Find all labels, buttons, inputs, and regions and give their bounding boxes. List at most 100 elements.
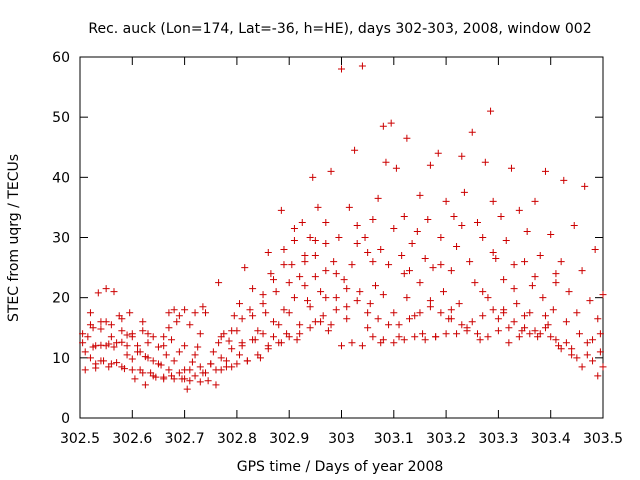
data-point <box>390 224 398 232</box>
data-point <box>181 342 189 350</box>
data-point <box>290 294 298 302</box>
x-axis-label: GPS time / Days of year 2008 <box>237 459 444 475</box>
data-point <box>126 309 134 317</box>
data-point <box>379 291 387 299</box>
data-point <box>317 288 325 296</box>
data-point <box>442 330 450 338</box>
data-point <box>552 270 560 278</box>
y-tick-label: 20 <box>52 291 70 307</box>
data-point <box>285 333 293 341</box>
data-point <box>217 354 225 362</box>
data-point <box>162 351 170 359</box>
data-point <box>160 373 168 381</box>
data-point <box>351 146 359 154</box>
data-point <box>272 288 280 296</box>
data-point <box>358 62 366 70</box>
data-point <box>154 343 162 351</box>
data-point <box>500 309 508 317</box>
data-point <box>196 378 204 386</box>
data-point <box>369 215 377 223</box>
data-point <box>314 203 322 211</box>
data-point <box>222 357 230 365</box>
data-point <box>335 234 343 241</box>
data-point <box>426 161 434 169</box>
data-point <box>288 261 296 269</box>
data-point <box>107 360 115 368</box>
data-point <box>181 375 189 383</box>
data-point <box>81 348 89 356</box>
data-point <box>594 372 602 380</box>
data-point <box>507 164 515 172</box>
data-point <box>599 363 607 371</box>
data-point <box>267 270 275 278</box>
data-point <box>118 315 126 323</box>
data-point <box>290 237 298 245</box>
data-point <box>94 289 102 297</box>
data-point <box>343 285 351 293</box>
data-point <box>327 167 335 175</box>
data-point <box>322 294 330 302</box>
data-point <box>581 182 589 190</box>
data-point <box>285 309 293 317</box>
data-point <box>139 318 147 326</box>
data-point <box>536 252 544 260</box>
y-axis-label: STEC from uqrg / TECUs <box>6 154 22 322</box>
data-point <box>102 285 110 293</box>
data-point <box>215 279 223 287</box>
data-point <box>411 312 419 320</box>
data-point <box>591 246 599 254</box>
data-point <box>128 366 136 374</box>
data-point <box>97 325 105 333</box>
data-point <box>110 288 118 296</box>
data-point <box>560 176 568 184</box>
data-point <box>539 294 547 302</box>
data-point <box>301 258 309 266</box>
data-point <box>275 321 283 329</box>
data-point <box>586 297 594 305</box>
data-point <box>374 315 382 323</box>
data-point <box>324 327 332 335</box>
data-point <box>583 351 591 359</box>
data-point <box>327 321 335 329</box>
data-point <box>165 309 173 317</box>
data-point <box>390 309 398 317</box>
data-point <box>568 345 576 353</box>
data-point <box>296 321 304 329</box>
data-point <box>186 377 194 385</box>
data-point <box>188 358 196 366</box>
data-point <box>379 122 387 130</box>
data-point <box>175 312 183 320</box>
data-point <box>309 173 317 181</box>
data-point <box>191 309 199 317</box>
data-point <box>426 297 434 305</box>
data-point <box>471 279 479 287</box>
data-point <box>403 294 411 302</box>
data-point <box>460 188 468 196</box>
data-point <box>515 333 523 341</box>
data-point <box>311 252 319 260</box>
data-point <box>466 258 474 266</box>
data-point <box>458 321 466 329</box>
data-point <box>536 330 544 338</box>
chart-title: Rec. auck (Lon=174, Lat=-36, h=HE), days… <box>88 21 591 37</box>
data-point <box>332 294 340 302</box>
data-point <box>413 227 421 235</box>
data-point <box>86 354 94 362</box>
data-point <box>502 237 510 245</box>
data-point <box>238 315 246 323</box>
data-point <box>196 363 204 371</box>
data-point <box>421 336 429 344</box>
x-tick-label: 303.2 <box>426 431 466 447</box>
data-point <box>322 218 330 226</box>
data-point <box>332 270 340 278</box>
data-point <box>416 279 424 287</box>
data-point <box>437 234 445 241</box>
data-point <box>81 366 89 374</box>
data-point <box>84 333 92 341</box>
data-point <box>317 318 325 326</box>
y-tick-label: 30 <box>52 231 70 247</box>
data-point <box>86 309 94 317</box>
data-point <box>408 240 416 248</box>
data-point <box>175 369 183 377</box>
